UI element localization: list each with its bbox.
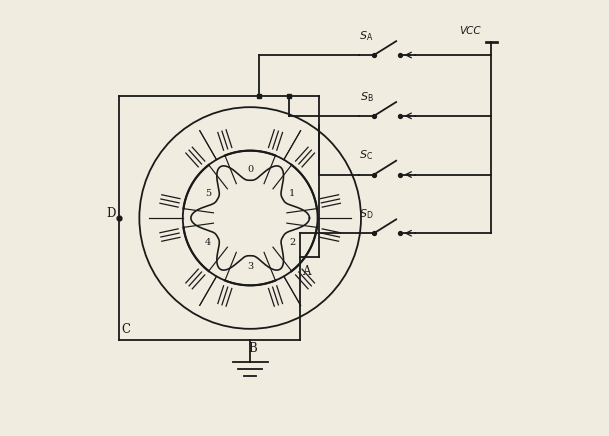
Text: 1: 1 xyxy=(289,189,295,198)
Text: 3: 3 xyxy=(247,262,253,271)
Text: $S_\mathsf{B}$: $S_\mathsf{B}$ xyxy=(359,90,373,104)
Text: $S_\mathsf{D}$: $S_\mathsf{D}$ xyxy=(359,207,374,221)
Text: 5: 5 xyxy=(205,189,211,198)
Text: A: A xyxy=(302,265,311,278)
Text: $S_\mathsf{A}$: $S_\mathsf{A}$ xyxy=(359,29,373,43)
Text: 2: 2 xyxy=(289,238,295,247)
Text: C: C xyxy=(122,323,130,336)
Text: D: D xyxy=(107,207,116,220)
Text: $S_\mathsf{C}$: $S_\mathsf{C}$ xyxy=(359,149,373,162)
Text: 0: 0 xyxy=(247,165,253,174)
Text: VCC: VCC xyxy=(459,26,481,36)
Text: 4: 4 xyxy=(205,238,211,247)
Text: B: B xyxy=(248,342,257,355)
